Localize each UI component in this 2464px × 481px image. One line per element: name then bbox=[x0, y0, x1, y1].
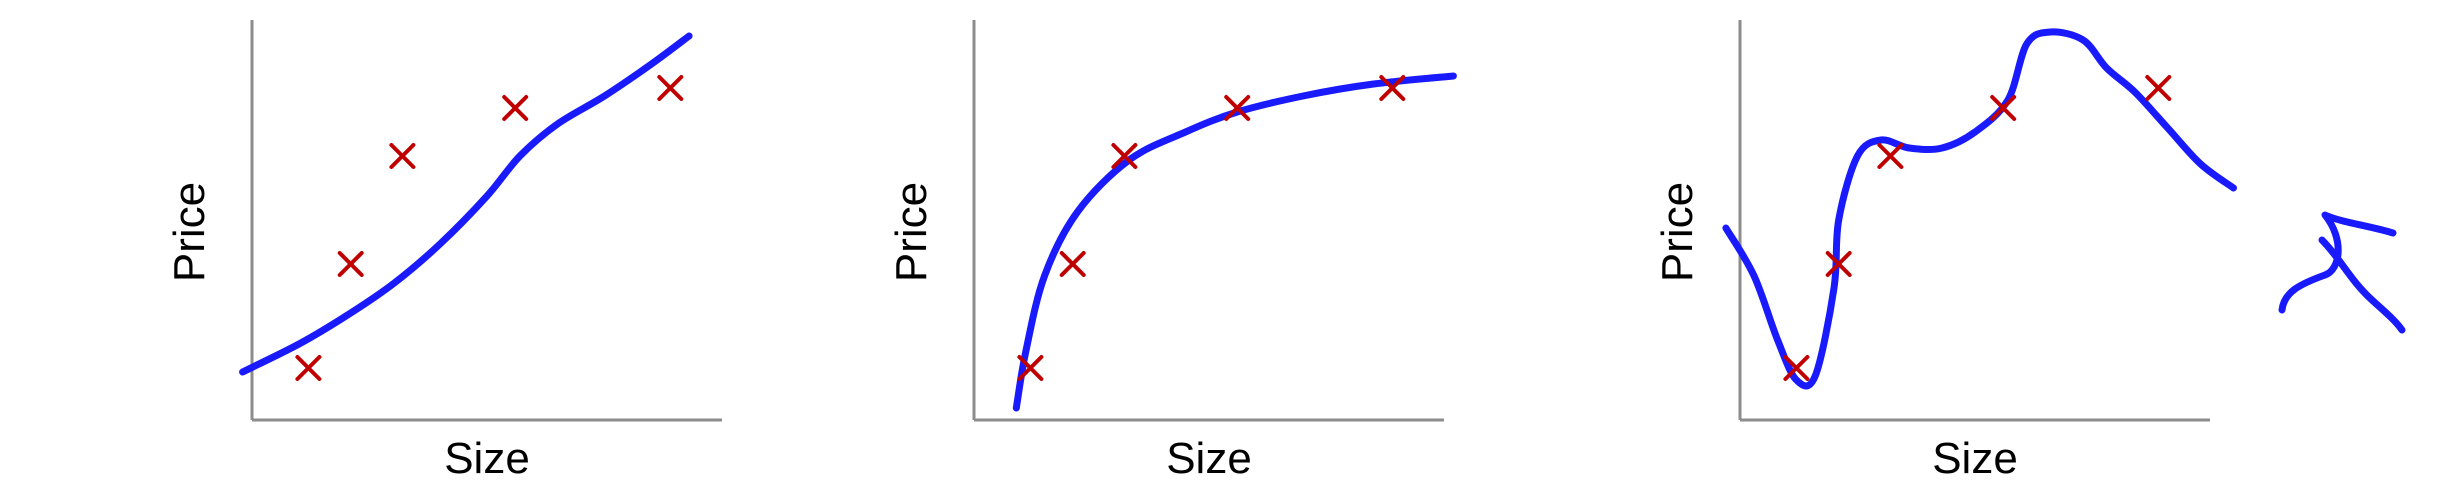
marker-stroke bbox=[337, 251, 364, 277]
data-point-marker bbox=[2145, 75, 2172, 101]
marker-stroke bbox=[389, 143, 416, 169]
data-point-marker bbox=[1990, 95, 2017, 121]
data-point-marker bbox=[1224, 95, 1251, 121]
data-point-marker bbox=[502, 95, 529, 121]
fit-curve bbox=[239, 32, 693, 376]
y-axis-label: Price bbox=[887, 182, 936, 282]
x-axis-label: Size bbox=[1166, 434, 1252, 481]
marker-stroke bbox=[295, 355, 322, 381]
marker-stroke bbox=[1990, 95, 2017, 121]
chart-panel-3: Size Price bbox=[1653, 20, 2237, 481]
marker-stroke bbox=[657, 75, 684, 101]
fit-curve bbox=[1012, 72, 1457, 412]
y-axis-label: Price bbox=[165, 182, 214, 282]
fit-curve bbox=[1722, 28, 2237, 390]
plots-group: Size Price Size Price Size Price bbox=[165, 20, 2237, 481]
hook-arrow-head bbox=[2318, 236, 2406, 334]
marker-stroke bbox=[1877, 143, 1904, 169]
marker-stroke bbox=[1224, 95, 1251, 121]
x-axis-label: Size bbox=[1932, 434, 2018, 481]
data-point-marker bbox=[1017, 355, 1044, 381]
data-point-marker bbox=[295, 355, 322, 381]
data-point-marker bbox=[1783, 355, 1810, 381]
marker-stroke bbox=[2145, 75, 2172, 101]
marker-stroke bbox=[502, 95, 529, 121]
hook-arrow-shaft bbox=[2278, 211, 2397, 314]
chart-panel-1: Size Price bbox=[165, 20, 722, 481]
annotations-group bbox=[2278, 211, 2406, 334]
x-axis-label: Size bbox=[444, 434, 530, 481]
marker-stroke bbox=[1783, 355, 1810, 381]
marker-stroke bbox=[1111, 143, 1138, 169]
marker-stroke bbox=[1059, 251, 1086, 277]
data-point-marker bbox=[1111, 143, 1138, 169]
chart-panel-2: Size Price bbox=[887, 20, 1457, 481]
marker-stroke bbox=[1379, 75, 1406, 101]
marker-stroke bbox=[1017, 355, 1044, 381]
data-point-marker bbox=[1059, 251, 1086, 277]
data-point-marker bbox=[1379, 75, 1406, 101]
data-point-marker bbox=[389, 143, 416, 169]
data-point-marker bbox=[657, 75, 684, 101]
marker-stroke bbox=[1825, 251, 1852, 277]
y-axis-label: Price bbox=[1653, 182, 1702, 282]
data-point-marker bbox=[1877, 143, 1904, 169]
data-point-marker bbox=[337, 251, 364, 277]
data-point-marker bbox=[1825, 251, 1852, 277]
